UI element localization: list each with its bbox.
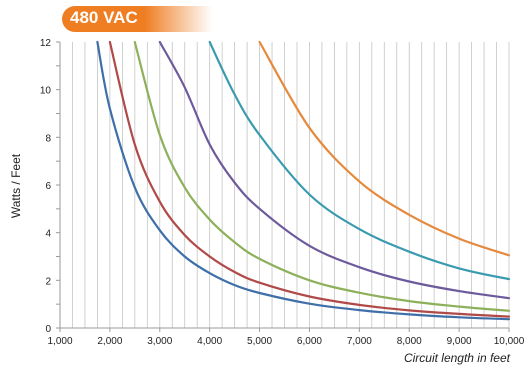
y-axis-label: Watts / Feet: [9, 153, 23, 218]
x-tick-label: 5,000: [247, 336, 272, 347]
y-tick-label: 2: [45, 276, 51, 287]
x-tick-label: 10,000: [494, 336, 525, 347]
x-tick-label: 8,000: [397, 336, 422, 347]
series-group: [96, 40, 511, 321]
series-line-2: [108, 40, 511, 318]
axes: [56, 41, 510, 332]
x-axis-label: Circuit length in feet: [404, 351, 511, 365]
x-tick-label: 2,000: [97, 336, 122, 347]
y-tick-label: 8: [45, 133, 51, 144]
chart-title: 480 VAC: [70, 8, 138, 27]
x-tick-label: 3,000: [147, 336, 172, 347]
series-line-6: [258, 40, 511, 257]
series-line-4: [158, 40, 511, 300]
y-tick-label: 10: [40, 86, 52, 97]
x-tick-label: 7,000: [347, 336, 372, 347]
y-tick-label: 4: [45, 229, 51, 240]
x-tick-label: 4,000: [197, 336, 222, 347]
x-tick-label: 1,000: [47, 336, 72, 347]
badge: [62, 6, 212, 32]
y-tick-label: 12: [40, 38, 52, 49]
series-line-3: [133, 40, 511, 312]
x-tick-label: 9,000: [447, 336, 472, 347]
y-tick-label: 0: [45, 324, 51, 335]
y-tick-label: 6: [45, 181, 51, 192]
series-line-1: [96, 40, 511, 321]
badge-shape: [62, 6, 212, 32]
x-tick-label: 6,000: [297, 336, 322, 347]
tick-labels: 1,000 2,000 3,000 4,000 5,000 6,000 7,000 8,000…: [40, 38, 525, 347]
series-line-5: [208, 40, 511, 281]
